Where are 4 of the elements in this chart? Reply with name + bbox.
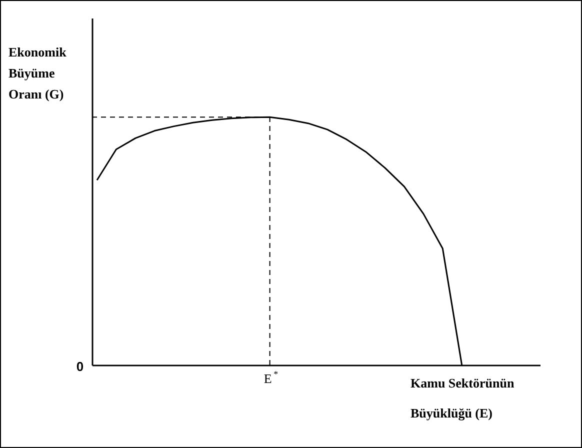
text: E* (264, 369, 278, 386)
x-axis-title: Kamu Sektörünün Büyüklüğü (E) (410, 376, 515, 420)
text: 0 (76, 359, 84, 374)
y-axis-title: Ekonomik Büyüme Oranı (G) (8, 44, 68, 102)
